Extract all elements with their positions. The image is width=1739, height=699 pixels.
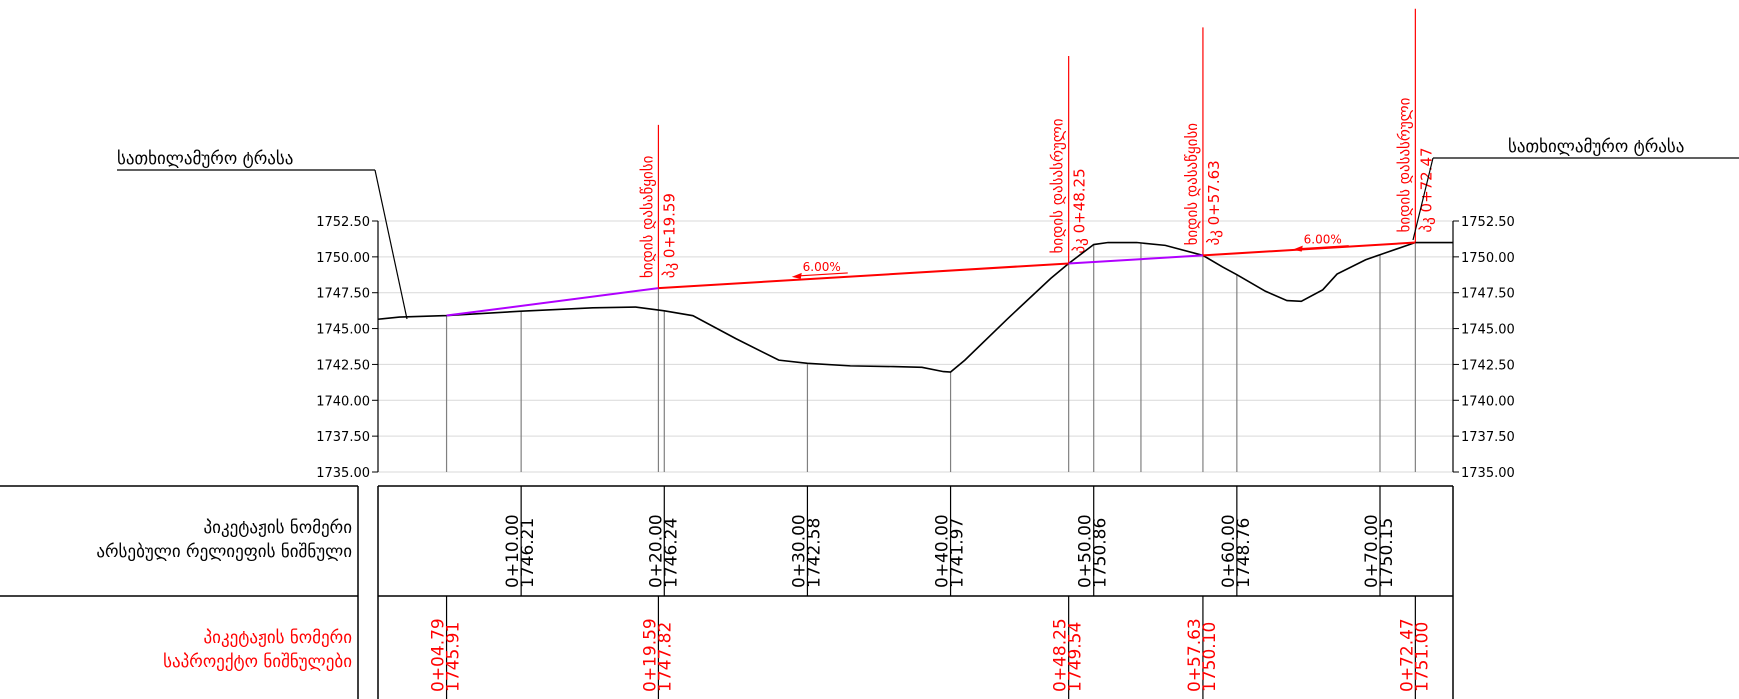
annotation-station: პკ 0+57.63 <box>1205 160 1223 245</box>
station-label: 0+10.00 <box>503 514 523 588</box>
y-tick-label: 1735.00 <box>316 466 370 481</box>
station-elevation: 1746.21 <box>518 518 538 588</box>
station-label: 0+60.00 <box>1219 514 1239 588</box>
profiles <box>377 241 1453 373</box>
row2-label-line1: პიკეტაჟის ნომერი <box>203 628 352 648</box>
station-elevation: 1742.58 <box>804 518 824 588</box>
left-elevation-axis: 1735.00 1737.50 1740.00 1742.50 1745.00 1747.… <box>316 215 379 481</box>
row2-label: პიკეტაჟის ნომერი საპროექტო ნიშნულები <box>0 626 352 674</box>
ground-profile-line <box>377 241 1453 373</box>
right-callout: სათხილამურო ტრასა <box>1412 137 1739 241</box>
design-station-label: 0+19.59 <box>640 618 660 692</box>
station-label: 0+20.00 <box>646 514 666 588</box>
design-station-elevation: 1747.82 <box>655 622 675 692</box>
design-station-label: 0+04.79 <box>429 618 449 692</box>
design-station-label: 0+48.25 <box>1051 618 1071 692</box>
right-callout-label: სათხილამურო ტრასა <box>1508 137 1684 157</box>
vertical-annotations: ხიდის დასაწყისი პკ 0+19.59 ხიდის დასასრული… <box>638 8 1435 289</box>
station-label: 0+50.00 <box>1076 514 1096 588</box>
annotation-title: ხიდის დასაწყისი <box>1183 123 1201 246</box>
design-station-label: 0+72.47 <box>1397 618 1417 692</box>
bridge-segment <box>1068 254 1203 265</box>
slope-label: 6.00% <box>1304 233 1342 247</box>
row1-label: პიკეტაჟის ნომერი არსებული რელიეფის ნიშნუ… <box>0 516 352 564</box>
design-station-elevation: 1745.91 <box>444 622 464 692</box>
y-tick-label: 1740.00 <box>316 394 370 409</box>
data-table <box>0 485 1454 699</box>
annotation-title: ხიდის დასასრული <box>1395 97 1413 232</box>
station-label: 0+70.00 <box>1362 514 1382 588</box>
design-segment <box>1202 241 1416 257</box>
annotation-station: პკ 0+19.59 <box>660 193 678 278</box>
y-tick-label: 1745.00 <box>1461 323 1515 338</box>
y-tick-label: 1737.50 <box>1461 430 1515 445</box>
y-tick-label: 1752.50 <box>1461 215 1515 230</box>
slope-arrow <box>1298 245 1349 250</box>
left-callout: სათხილამურო ტრასა <box>117 149 408 320</box>
design-station-elevation: 1749.54 <box>1066 622 1086 692</box>
y-tick-label: 1735.00 <box>1461 466 1515 481</box>
slope-arrow-head <box>791 272 802 279</box>
annotation-title: ხიდის დასასრული <box>1049 118 1067 253</box>
y-tick-label: 1747.50 <box>1461 287 1515 302</box>
design-station-elevation: 1751.00 <box>1412 622 1432 692</box>
station-elevation: 1741.97 <box>948 518 968 588</box>
y-tick-label: 1737.50 <box>316 430 370 445</box>
annotation-title: ხიდის დასაწყისი <box>638 155 656 278</box>
design-station-label: 0+57.63 <box>1185 618 1205 692</box>
design-station-elevation: 1750.10 <box>1200 622 1220 692</box>
slope-arrow <box>797 272 848 277</box>
station-elevation: 1750.86 <box>1091 518 1111 588</box>
slope-labels: 6.00% 6.00% <box>791 233 1349 279</box>
y-tick-label: 1742.50 <box>1461 358 1515 373</box>
y-tick-label: 1742.50 <box>316 358 370 373</box>
row1-label-line2: არსებული რელიეფის ნიშნული <box>96 542 352 562</box>
station-elevation: 1746.24 <box>661 518 681 588</box>
y-tick-label: 1745.00 <box>316 323 370 338</box>
bridge-segment <box>446 287 659 317</box>
station-elevation: 1748.76 <box>1234 518 1254 588</box>
row1-label-line1: პიკეტაჟის ნომერი <box>203 518 352 538</box>
slope-label: 6.00% <box>803 260 841 274</box>
left-callout-label: სათხილამურო ტრასა <box>117 149 293 169</box>
right-elevation-axis: 1735.00 1737.50 1740.00 1742.50 1745.00 1747.… <box>1452 215 1515 481</box>
design-segment <box>658 262 1069 290</box>
grid-lines <box>378 220 1453 473</box>
y-tick-label: 1750.00 <box>316 251 370 266</box>
y-tick-label: 1747.50 <box>316 287 370 302</box>
y-tick-label: 1750.00 <box>1461 251 1515 266</box>
y-tick-label: 1740.00 <box>1461 394 1515 409</box>
station-label: 0+40.00 <box>933 514 953 588</box>
station-elevation: 1750.15 <box>1377 518 1397 588</box>
slope-arrow-head <box>1292 245 1303 252</box>
station-label: 0+30.00 <box>789 514 809 588</box>
y-tick-label: 1752.50 <box>316 215 370 230</box>
annotation-station: პკ 0+48.25 <box>1071 168 1089 253</box>
row2-label-line2: საპროექტო ნიშნულები <box>163 652 352 672</box>
station-stems <box>445 242 1416 472</box>
